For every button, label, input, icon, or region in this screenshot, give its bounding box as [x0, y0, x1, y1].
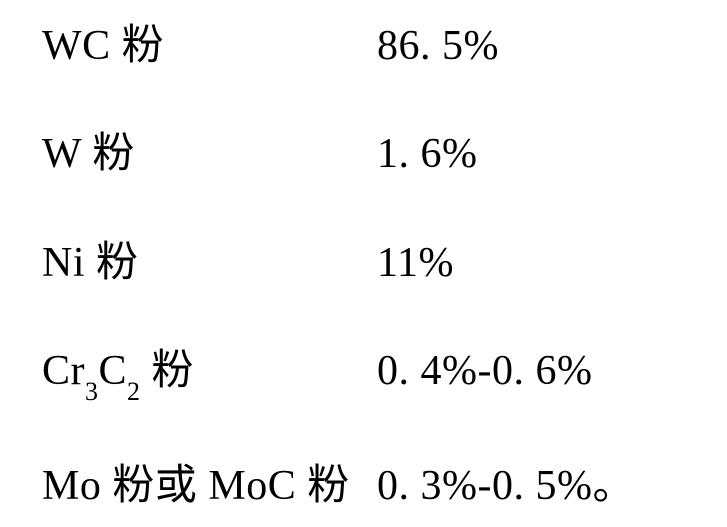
row-value: 86. 5% — [377, 25, 499, 67]
row-label: Mo 粉或 MoC 粉 — [42, 465, 377, 507]
composition-table: WC 粉 86. 5% W 粉 1. 6% Ni 粉 11% Cr3C2 粉 0… — [0, 0, 727, 527]
row-label: WC 粉 — [42, 25, 377, 67]
table-row: Mo 粉或 MoC 粉 0. 3%-0. 5%。 — [42, 465, 697, 507]
row-label: Ni 粉 — [42, 242, 377, 284]
row-value: 0. 4%-0. 6% — [377, 350, 592, 392]
row-value: 0. 3%-0. 5%。 — [377, 465, 635, 507]
row-value: 11% — [377, 242, 454, 284]
table-row: Ni 粉 11% — [42, 242, 697, 284]
row-value: 1. 6% — [377, 133, 478, 175]
table-row: Cr3C2 粉 0. 4%-0. 6% — [42, 350, 697, 398]
table-row: W 粉 1. 6% — [42, 133, 697, 175]
table-row: WC 粉 86. 5% — [42, 25, 697, 67]
row-label: W 粉 — [42, 133, 377, 175]
row-label: Cr3C2 粉 — [42, 350, 377, 398]
